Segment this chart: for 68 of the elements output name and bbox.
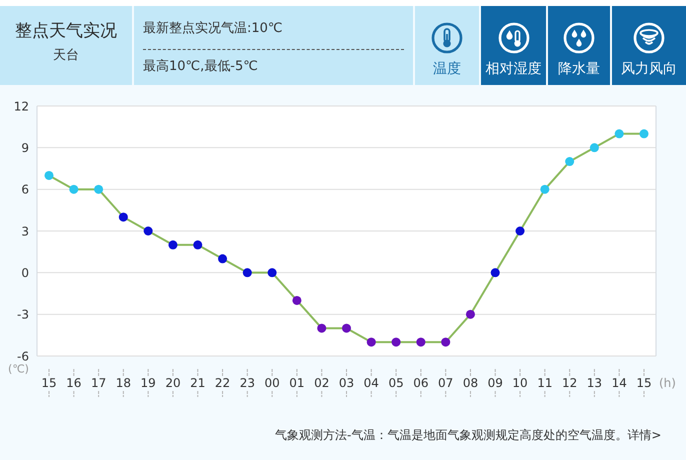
x-tick-label: 17	[90, 376, 106, 390]
x-tick-label: 20	[165, 376, 181, 390]
point	[565, 157, 574, 166]
point	[144, 226, 153, 236]
y-tick-label: -6	[17, 349, 29, 364]
point	[466, 310, 475, 319]
point	[218, 254, 228, 264]
chart-subtitle: 天台	[52, 47, 80, 64]
chart-title: 整点天气实况	[14, 20, 118, 42]
x-tick-label: 03	[338, 376, 354, 390]
x-tick-label: 07	[438, 376, 454, 390]
point	[490, 268, 500, 278]
x-tick-label: 15	[636, 376, 652, 390]
point	[44, 170, 54, 180]
x-tick-label: 02	[314, 376, 330, 390]
point	[193, 240, 202, 250]
x-tick-label: 14	[612, 376, 627, 390]
text: 风力风向	[620, 60, 678, 78]
x-axis-title: (h)	[659, 376, 676, 390]
x-tick-label: 04	[364, 376, 379, 390]
point	[441, 338, 450, 347]
point	[292, 296, 302, 305]
x-tick-label: 06	[413, 376, 429, 390]
y-tick-label: 6	[21, 182, 29, 197]
x-tick-label: 10	[512, 376, 528, 390]
y-axis-title: (℃)	[8, 362, 29, 376]
x-tick-label: 09	[488, 376, 503, 390]
text: 最新整点实况气温:10℃	[143, 20, 283, 37]
point	[640, 129, 648, 138]
x-tick-label: 13	[586, 376, 602, 390]
text: 降水量	[557, 60, 601, 78]
x-tick-label: 05	[388, 376, 404, 390]
text: 相对湿度	[484, 60, 542, 78]
point	[69, 184, 78, 194]
x-tick-label: 11	[537, 376, 552, 390]
y-tick-label: 12	[14, 99, 29, 114]
point	[614, 129, 624, 138]
point	[590, 143, 599, 152]
x-tick-label: 15	[41, 376, 57, 390]
text: 气象观测方法-气温：气温是地面气象观测规定高度处的空气温度。详情>	[275, 428, 662, 443]
point	[118, 212, 128, 222]
x-tick-label: 21	[190, 376, 206, 390]
y-tick-label: -3	[17, 308, 29, 322]
point	[94, 184, 104, 194]
x-tick-label: 01	[289, 376, 305, 390]
text: 温度	[432, 60, 462, 78]
point	[168, 240, 178, 250]
point	[416, 338, 426, 347]
y-tick-label: 3	[21, 224, 29, 238]
point	[342, 324, 351, 333]
y-tick-label: 0	[21, 266, 29, 280]
point	[317, 324, 326, 333]
x-tick-label: 23	[240, 376, 255, 390]
x-tick-label: 16	[66, 376, 82, 390]
point	[268, 268, 277, 278]
point	[366, 338, 376, 347]
x-tick-label: 12	[562, 376, 578, 390]
x-tick-label: 19	[140, 376, 156, 390]
point	[516, 226, 525, 236]
x-tick-label: 22	[214, 376, 230, 390]
point	[242, 268, 252, 278]
point	[392, 338, 401, 347]
x-tick-label: 08	[462, 376, 478, 390]
x-tick-label: 00	[264, 376, 280, 390]
y-tick-label: 9	[21, 140, 29, 155]
point	[540, 184, 550, 194]
text: 最高10℃,最低-5℃	[143, 58, 258, 75]
x-tick-label: 18	[116, 376, 132, 390]
